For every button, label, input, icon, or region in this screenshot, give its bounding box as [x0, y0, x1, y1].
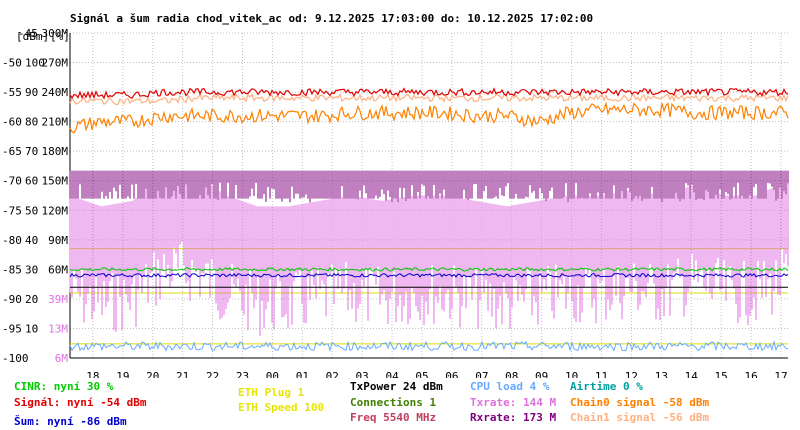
y-tick-percent: 10	[25, 322, 38, 335]
y-tick-dbm: -80	[2, 234, 22, 247]
y-tick-rate: 13M	[48, 322, 68, 335]
x-tick-label: 14	[685, 370, 699, 378]
y-tick-rate: 210M	[42, 116, 69, 129]
y-tick-percent: 80	[25, 116, 38, 129]
legend: CINR: nyní 30 % Signál: nyní -54 dBm Šum…	[0, 378, 800, 430]
y-tick-dbm: -100	[2, 352, 29, 365]
x-tick-label: 03	[356, 370, 369, 378]
legend-cpu: CPU load 4 %	[470, 380, 550, 393]
signal-series	[69, 87, 789, 100]
x-tick-label: 09	[535, 370, 548, 378]
y-tick-percent: 60	[25, 175, 38, 188]
y-tick-rate: 240M	[42, 86, 69, 99]
legend-txpower: TxPower 24 dBm	[350, 380, 443, 393]
y-tick-percent: 100	[25, 57, 45, 70]
y-tick-rate: 180M	[42, 145, 69, 158]
legend-chain0: Chain0 signal -58 dBm	[570, 396, 710, 409]
y-tick-dbm: -45	[18, 27, 38, 40]
legend-txrate: Txrate: 144 M	[470, 396, 557, 409]
y-tick-dbm: -90	[2, 293, 22, 306]
x-tick-label: 15	[715, 370, 728, 378]
x-tick-label: 13	[655, 370, 668, 378]
x-tick-label: 16	[744, 370, 757, 378]
noise-series	[69, 272, 789, 278]
legend-signal: Signál: nyní -54 dBm	[14, 396, 147, 409]
legend-eth-speed: ETH Speed 100	[238, 401, 325, 414]
signal-noise-chart: Signál a šum radia chod_vitek_ac od: 9.1…	[2, 12, 789, 378]
x-tick-label: 04	[385, 370, 399, 378]
y-tick-percent: 90	[25, 86, 38, 99]
x-tick-label: 20	[146, 370, 159, 378]
x-tick-label: 10	[565, 370, 578, 378]
y-tick-dbm: -50	[2, 57, 22, 70]
x-tick-label: 01	[296, 370, 309, 378]
y-tick-rate: 270M	[42, 57, 69, 70]
y-tick-rate: 60M	[48, 263, 68, 276]
y-tick-dbm: -60	[2, 116, 22, 129]
x-tick-label: 19	[116, 370, 129, 378]
y-axis-unit-left: [dBm]	[16, 30, 49, 43]
x-tick-label: 22	[206, 370, 219, 378]
y-axis-unit-middle: [%]	[50, 30, 70, 43]
y-tick-dbm: -65	[2, 145, 22, 158]
legend-connections: Connections 1	[350, 396, 437, 409]
x-tick-label: 12	[625, 370, 638, 378]
cinr-series	[69, 266, 789, 273]
chart-title: Signál a šum radia chod_vitek_ac od: 9.1…	[70, 12, 593, 25]
y-tick-dbm: -70	[2, 175, 22, 188]
legend-airtime: Airtime 0 %	[570, 380, 643, 393]
y-tick-rate: 300M	[42, 27, 69, 40]
legend-eth-plug: ETH Plug 1	[238, 386, 305, 399]
y-tick-percent: 50	[25, 204, 38, 217]
y-tick-rate: 150M	[42, 175, 69, 188]
legend-noise: Šum: nyní -86 dBm	[14, 415, 127, 428]
legend-cinr: CINR: nyní 30 %	[14, 380, 114, 393]
y-tick-rate: 6M	[55, 352, 69, 365]
x-tick-label: 21	[176, 370, 189, 378]
y-tick-rate: 39M	[48, 293, 68, 306]
y-tick-dbm: -85	[2, 263, 22, 276]
x-tick-label: 17	[774, 370, 787, 378]
x-tick-label: 06	[445, 370, 458, 378]
x-tick-label: 05	[415, 370, 428, 378]
y-tick-rate: 90M	[48, 234, 68, 247]
x-tick-label: 08	[505, 370, 518, 378]
x-tick-label: 00	[266, 370, 279, 378]
x-tick-label: 23	[236, 370, 249, 378]
chain0-series	[69, 101, 789, 134]
y-tick-percent: 40	[25, 234, 38, 247]
legend-rxrate: Rxrate: 173 M	[470, 411, 557, 424]
y-tick-dbm: -95	[2, 322, 22, 335]
cpu-series	[69, 339, 789, 353]
y-tick-rate: 120M	[42, 204, 69, 217]
x-tick-label: 18	[86, 370, 99, 378]
legend-chain1: Chain1 signal -56 dBm	[570, 411, 710, 424]
chain1-series	[69, 92, 789, 106]
y-tick-percent: 30	[25, 263, 38, 276]
x-tick-label: 11	[595, 370, 608, 378]
y-tick-dbm: -55	[2, 86, 22, 99]
y-tick-percent: 20	[25, 293, 38, 306]
y-tick-percent: 70	[25, 145, 38, 158]
x-tick-label: 07	[475, 370, 488, 378]
x-tick-label: 02	[326, 370, 339, 378]
y-tick-dbm: -75	[2, 204, 22, 217]
legend-freq: Freq 5540 MHz	[350, 411, 437, 424]
